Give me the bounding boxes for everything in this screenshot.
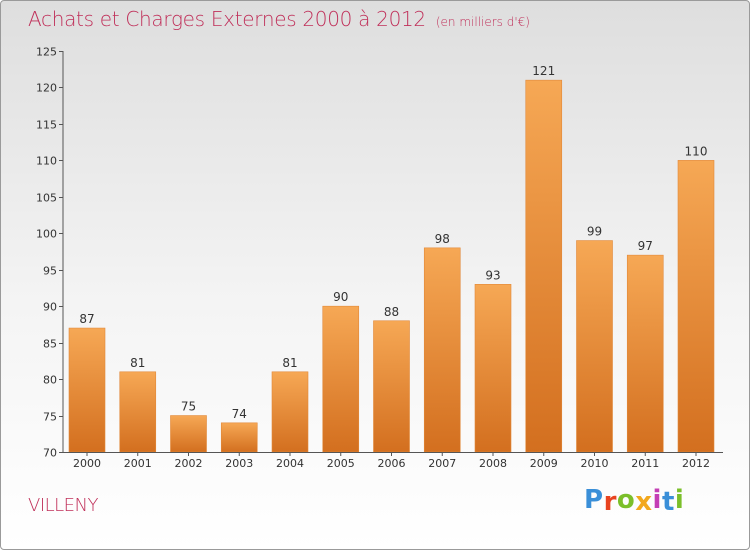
x-tick-label: 2003 [225, 457, 253, 470]
y-tick-label: 105 [36, 192, 57, 205]
y-axis: 70 75 80 85 90 95 100 105 110 115 120 125 [36, 46, 64, 460]
bar-2012 [677, 160, 715, 453]
y-tick-label: 90 [43, 301, 57, 314]
x-tick-label: 2008 [479, 457, 507, 470]
logo-letter: i [652, 485, 662, 515]
y-tick-label: 115 [36, 119, 57, 132]
x-tick-label: 2000 [73, 457, 101, 470]
bar-2003 [220, 422, 258, 453]
x-tick-label: 2005 [327, 457, 355, 470]
bar-2000 [68, 327, 106, 453]
bars: 87 81 75 74 81 90 88 98 93 121 99 97 110 [68, 64, 715, 453]
x-tick-label: 2011 [631, 457, 659, 470]
bar-2010 [576, 240, 613, 453]
bar-2006 [373, 320, 410, 453]
bar-2004 [271, 371, 309, 453]
x-tick-label: 2004 [276, 457, 304, 470]
value-label: 81 [130, 356, 145, 370]
value-label: 121 [532, 64, 555, 78]
bar-2007 [423, 247, 461, 453]
x-tick-label: 2001 [124, 457, 152, 470]
bar-2008 [474, 284, 512, 453]
x-tick-label: 2010 [581, 457, 609, 470]
logo-letter: P [584, 485, 604, 515]
value-label: 74 [232, 407, 247, 421]
y-tick-label: 100 [36, 228, 57, 241]
x-axis: 2000 2001 2002 2003 2004 2005 2006 2007 2008 2009… [63, 452, 723, 470]
x-tick-label: 2002 [175, 457, 203, 470]
logo-letter: i [674, 485, 685, 515]
value-label: 81 [282, 356, 297, 370]
value-label: 87 [79, 312, 94, 326]
value-label: 75 [181, 400, 196, 414]
x-tick-label: 2012 [682, 457, 710, 470]
value-label: 88 [384, 305, 399, 319]
logo-letter: x [635, 487, 653, 517]
chart-title-text: Achats et Charges Externes 2000 à 2012 [28, 7, 426, 31]
y-tick-label: 110 [36, 155, 57, 168]
bar-2001 [119, 371, 157, 453]
logo-letter: r [603, 487, 617, 517]
value-label: 110 [685, 144, 708, 158]
value-label: 97 [638, 239, 653, 253]
x-tick-label: 2009 [530, 457, 558, 470]
value-label: 99 [587, 225, 602, 239]
value-label: 98 [435, 232, 450, 246]
logo-letter: t [661, 487, 675, 517]
y-tick-label: 95 [43, 265, 57, 278]
value-label: 93 [485, 268, 500, 282]
y-tick-label: 75 [43, 411, 57, 424]
bar-2005 [322, 305, 360, 453]
y-tick-label: 120 [36, 82, 57, 95]
x-tick-label: 2006 [378, 457, 406, 470]
y-tick-label: 85 [43, 338, 57, 351]
chart-title: Achats et Charges Externes 2000 à 2012 (e… [28, 7, 530, 31]
x-tick-label: 2007 [428, 457, 456, 470]
y-tick-label: 80 [43, 374, 57, 387]
y-tick-label: 70 [43, 447, 57, 460]
town-name: VILLENY [28, 495, 99, 516]
logo-letter: o [616, 485, 636, 515]
chart-unit: (en milliers d'€) [435, 15, 530, 29]
bar-2002 [170, 415, 207, 453]
bar-2011 [626, 254, 664, 453]
y-tick-label: 125 [36, 46, 57, 59]
proxiti-logo: Proxiti [584, 485, 685, 517]
value-label: 90 [333, 290, 348, 304]
bar-2009 [525, 79, 563, 453]
